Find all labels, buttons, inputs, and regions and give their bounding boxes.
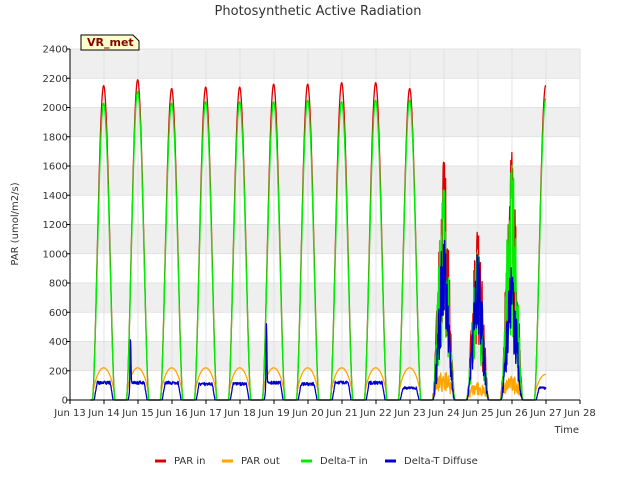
x-tick-label: Jun 14 xyxy=(87,408,120,419)
x-tick-label: Jun 18 xyxy=(223,408,256,419)
y-tick-label: 2200 xyxy=(43,74,68,85)
legend-label: PAR in xyxy=(174,456,205,467)
x-axis-label: Time xyxy=(554,425,579,436)
y-tick-label: 1400 xyxy=(43,191,68,202)
y-tick-label: 2400 xyxy=(43,45,68,56)
x-tick-label: Jun 20 xyxy=(291,408,324,419)
x-tick-label: Jun 23 xyxy=(393,408,426,419)
y-tick-label: 800 xyxy=(49,279,68,290)
chart-title: Photosynthetic Active Radiation xyxy=(215,4,422,19)
y-tick-label: 2000 xyxy=(43,103,68,114)
background-band xyxy=(70,224,580,254)
y-axis-label: PAR (umol/m2/s) xyxy=(10,182,21,265)
y-tick-label: 1000 xyxy=(43,249,68,260)
x-tick-label: Jun 17 xyxy=(189,408,222,419)
y-tick-label: 1800 xyxy=(43,132,68,143)
legend: PAR in PAR out Delta-T in Delta-T Diffuse xyxy=(155,456,478,467)
background-band xyxy=(70,341,580,371)
site-label-text: VR_met xyxy=(87,36,134,49)
x-tick-label: Jun 16 xyxy=(155,408,188,419)
x-tick-label: Jun 25 xyxy=(461,408,494,419)
x-tick-label: Jun 21 xyxy=(325,408,358,419)
x-tick-label: Jun 28 xyxy=(563,408,596,419)
legend-label: Delta-T Diffuse xyxy=(404,456,478,467)
background-band xyxy=(70,283,580,313)
background-band xyxy=(70,166,580,196)
y-tick-label: 1200 xyxy=(43,220,68,231)
y-tick-label: 200 xyxy=(49,366,68,377)
tick-labels: 0 200 400 600 800 1000 1200 1400 1600 1800 2000 220… xyxy=(43,45,596,420)
site-label-background xyxy=(80,34,140,51)
site-label-box: VR_met xyxy=(80,34,140,51)
x-tick-label: Jun 22 xyxy=(359,408,392,419)
y-tick-label: 600 xyxy=(49,308,68,319)
x-tick-label: Jun 19 xyxy=(257,408,290,419)
y-tick-label: 1600 xyxy=(43,162,68,173)
y-tick-label: 0 xyxy=(62,396,68,407)
x-tick-label: Jun 15 xyxy=(121,408,154,419)
x-tick-label: Jun 24 xyxy=(427,408,460,419)
background-band xyxy=(70,49,580,79)
x-tick-label: Jun 27 xyxy=(529,408,562,419)
x-tick-label: Jun 13 xyxy=(53,408,86,419)
y-tick-label: 400 xyxy=(49,337,68,348)
legend-label: PAR out xyxy=(241,456,280,467)
x-tick-label: Jun 26 xyxy=(495,408,528,419)
legend-label: Delta-T in xyxy=(320,456,368,467)
background-band xyxy=(70,107,580,137)
